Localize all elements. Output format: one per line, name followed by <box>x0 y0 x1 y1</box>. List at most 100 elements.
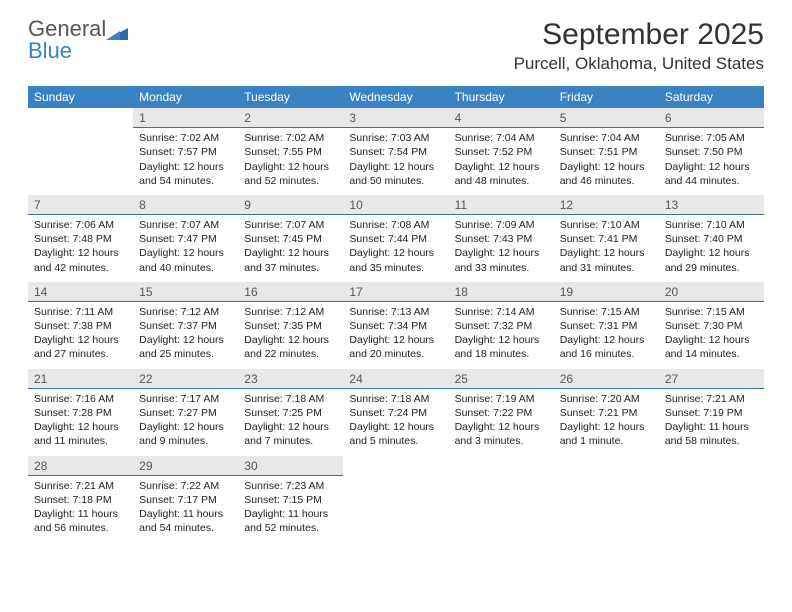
weekday-header-row: Sunday Monday Tuesday Wednesday Thursday… <box>28 86 764 108</box>
day-body <box>659 459 764 517</box>
day-number: 11 <box>449 195 554 215</box>
day-number: 1 <box>133 108 238 128</box>
sunset-text: Sunset: 7:32 PM <box>455 319 548 333</box>
daylight2-text: and 54 minutes. <box>139 174 232 188</box>
day-body: Sunrise: 7:14 AMSunset: 7:32 PMDaylight:… <box>449 302 554 369</box>
day-number: 30 <box>238 456 343 476</box>
day-cell: 6Sunrise: 7:05 AMSunset: 7:50 PMDaylight… <box>659 108 764 195</box>
sunrise-text: Sunrise: 7:19 AM <box>455 392 548 406</box>
day-number: 4 <box>449 108 554 128</box>
daylight1-text: Daylight: 12 hours <box>560 333 653 347</box>
daylight2-text: and 58 minutes. <box>665 434 758 448</box>
day-cell <box>343 456 448 543</box>
day-number: 23 <box>238 369 343 389</box>
daylight1-text: Daylight: 12 hours <box>349 420 442 434</box>
daylight1-text: Daylight: 12 hours <box>560 160 653 174</box>
day-body <box>28 111 133 169</box>
daylight2-text: and 3 minutes. <box>455 434 548 448</box>
daylight2-text: and 7 minutes. <box>244 434 337 448</box>
day-cell: 3Sunrise: 7:03 AMSunset: 7:54 PMDaylight… <box>343 108 448 195</box>
day-number: 2 <box>238 108 343 128</box>
sunset-text: Sunset: 7:45 PM <box>244 232 337 246</box>
daylight1-text: Daylight: 12 hours <box>34 333 127 347</box>
day-cell: 25 Sunrise: 7:19 AMSunset: 7:22 PMDayligh… <box>449 369 554 456</box>
sunset-text: Sunset: 7:38 PM <box>34 319 127 333</box>
daylight2-text: and 20 minutes. <box>349 347 442 361</box>
day-cell: 10Sunrise: 7:08 AMSunset: 7:44 PMDayligh… <box>343 195 448 282</box>
sunset-text: Sunset: 7:52 PM <box>455 145 548 159</box>
week-row: 1Sunrise: 7:02 AMSunset: 7:57 PMDaylight… <box>28 108 764 195</box>
sunrise-text: Sunrise: 7:12 AM <box>244 305 337 319</box>
sunrise-text: Sunrise: 7:03 AM <box>349 131 442 145</box>
weekday-header: Saturday <box>659 86 764 108</box>
daylight2-text: and 25 minutes. <box>139 347 232 361</box>
sunset-text: Sunset: 7:44 PM <box>349 232 442 246</box>
day-number: 17 <box>343 282 448 302</box>
day-cell: 16Sunrise: 7:12 AMSunset: 7:35 PMDayligh… <box>238 282 343 369</box>
day-body: Sunrise: 7:05 AMSunset: 7:50 PMDaylight:… <box>659 128 764 195</box>
day-cell: 1Sunrise: 7:02 AMSunset: 7:57 PMDaylight… <box>133 108 238 195</box>
daylight2-text: and 46 minutes. <box>560 174 653 188</box>
day-body: Sunrise: 7:04 AMSunset: 7:52 PMDaylight:… <box>449 128 554 195</box>
day-cell: 27Sunrise: 7:21 AMSunset: 7:19 PMDayligh… <box>659 369 764 456</box>
day-number: 8 <box>133 195 238 215</box>
logo-triangle-icon <box>106 20 128 45</box>
day-body: Sunrise: 7:22 AMSunset: 7:17 PMDaylight:… <box>133 476 238 543</box>
daylight1-text: Daylight: 12 hours <box>139 333 232 347</box>
day-number: 28 <box>28 456 133 476</box>
sunset-text: Sunset: 7:54 PM <box>349 145 442 159</box>
sunset-text: Sunset: 7:22 PM <box>455 406 548 420</box>
sunrise-text: Sunrise: 7:21 AM <box>665 392 758 406</box>
daylight1-text: Daylight: 12 hours <box>34 420 127 434</box>
day-number: 19 <box>554 282 659 302</box>
weekday-header: Wednesday <box>343 86 448 108</box>
sunset-text: Sunset: 7:18 PM <box>34 493 127 507</box>
sunset-text: Sunset: 7:41 PM <box>560 232 653 246</box>
day-body: Sunrise: 7:12 AMSunset: 7:35 PMDaylight:… <box>238 302 343 369</box>
daylight2-text: and 44 minutes. <box>665 174 758 188</box>
day-number: 7 <box>28 195 133 215</box>
day-body: Sunrise: 7:08 AMSunset: 7:44 PMDaylight:… <box>343 215 448 282</box>
sunrise-text: Sunrise: 7:04 AM <box>560 131 653 145</box>
day-cell: 24Sunrise: 7:18 AMSunset: 7:24 PMDayligh… <box>343 369 448 456</box>
sunset-text: Sunset: 7:35 PM <box>244 319 337 333</box>
sunset-text: Sunset: 7:47 PM <box>139 232 232 246</box>
day-number: 25 <box>449 369 554 389</box>
sunset-text: Sunset: 7:21 PM <box>560 406 653 420</box>
sunrise-text: Sunrise: 7:08 AM <box>349 218 442 232</box>
daylight2-text: and 33 minutes. <box>455 261 548 275</box>
daylight1-text: Daylight: 12 hours <box>244 246 337 260</box>
sunrise-text: Sunrise: 7:07 AM <box>244 218 337 232</box>
day-body: Sunrise: 7:15 AMSunset: 7:31 PMDaylight:… <box>554 302 659 369</box>
day-cell <box>554 456 659 543</box>
day-number: 24 <box>343 369 448 389</box>
sunrise-text: Sunrise: 7:23 AM <box>244 479 337 493</box>
day-cell: 9Sunrise: 7:07 AMSunset: 7:45 PMDaylight… <box>238 195 343 282</box>
daylight2-text: and 54 minutes. <box>139 521 232 535</box>
daylight1-text: Daylight: 12 hours <box>139 160 232 174</box>
sunrise-text: Sunrise: 7:04 AM <box>455 131 548 145</box>
sunrise-text: Sunrise: 7:15 AM <box>665 305 758 319</box>
day-number: 18 <box>449 282 554 302</box>
day-cell: 4Sunrise: 7:04 AMSunset: 7:52 PMDaylight… <box>449 108 554 195</box>
daylight1-text: Daylight: 12 hours <box>455 160 548 174</box>
sunset-text: Sunset: 7:51 PM <box>560 145 653 159</box>
day-body: Sunrise: 7:12 AMSunset: 7:37 PMDaylight:… <box>133 302 238 369</box>
sunset-text: Sunset: 7:19 PM <box>665 406 758 420</box>
sunset-text: Sunset: 7:24 PM <box>349 406 442 420</box>
day-cell: 19Sunrise: 7:15 AMSunset: 7:31 PMDayligh… <box>554 282 659 369</box>
day-body: Sunrise: 7:09 AMSunset: 7:43 PMDaylight:… <box>449 215 554 282</box>
day-cell: 12Sunrise: 7:10 AMSunset: 7:41 PMDayligh… <box>554 195 659 282</box>
sunrise-text: Sunrise: 7:07 AM <box>139 218 232 232</box>
daylight2-text: and 40 minutes. <box>139 261 232 275</box>
weekday-header: Thursday <box>449 86 554 108</box>
sunset-text: Sunset: 7:34 PM <box>349 319 442 333</box>
day-body: Sunrise: 7:18 AMSunset: 7:24 PMDaylight:… <box>343 389 448 456</box>
day-cell: 11Sunrise: 7:09 AMSunset: 7:43 PMDayligh… <box>449 195 554 282</box>
day-body <box>343 459 448 517</box>
daylight1-text: Daylight: 12 hours <box>455 420 548 434</box>
daylight2-text: and 5 minutes. <box>349 434 442 448</box>
day-cell: 5Sunrise: 7:04 AMSunset: 7:51 PMDaylight… <box>554 108 659 195</box>
day-number: 14 <box>28 282 133 302</box>
header: General Blue September 2025 Purcell, Okl… <box>28 18 764 74</box>
